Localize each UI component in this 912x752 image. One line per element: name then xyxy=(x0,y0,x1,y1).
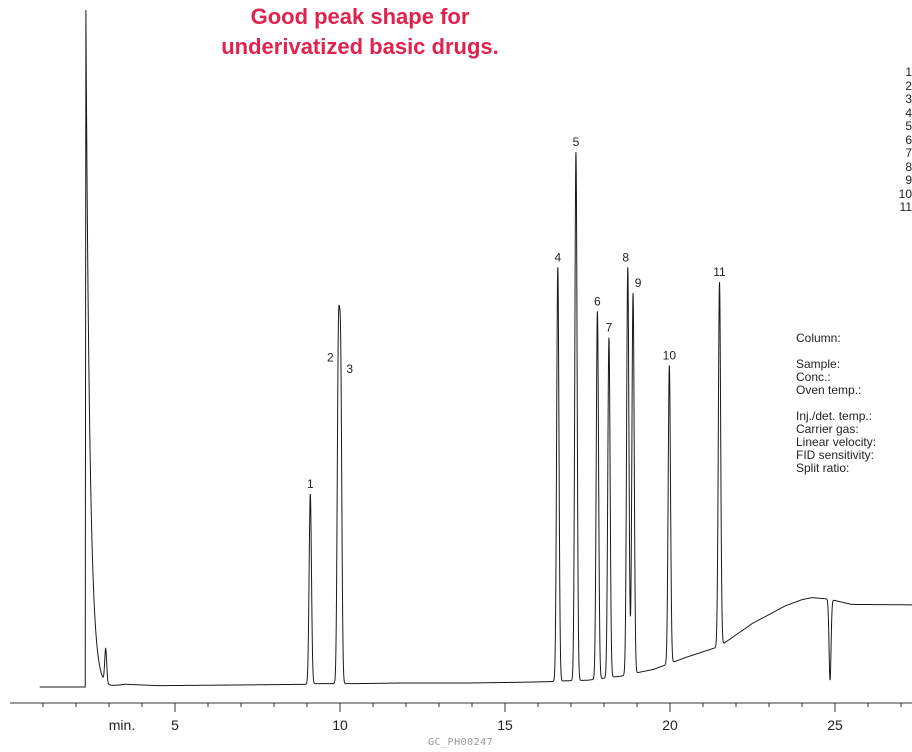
legend-number: 1 xyxy=(905,65,912,79)
legend-number: 11 xyxy=(899,200,912,214)
x-axis: 5 10 15 20 25 min. xyxy=(10,702,912,733)
compound-legend-numbers: 1 2 3 4 5 6 7 8 9 10 11 xyxy=(882,65,912,215)
condition-sample-label: Sample: xyxy=(796,357,841,371)
peak-label: 4 xyxy=(554,250,561,264)
legend-number: 8 xyxy=(905,159,912,174)
peak-label: 9 xyxy=(635,276,642,290)
condition-oven-temp-label: Oven temp.: xyxy=(796,383,862,397)
legend-number: 10 xyxy=(898,186,912,201)
condition-conc-label: Conc.: xyxy=(796,370,831,384)
legend-number: 4 xyxy=(905,105,912,120)
legend-number: 2 xyxy=(905,78,912,93)
condition-carrier-gas-label: Carrier gas: xyxy=(796,422,859,436)
legend-number: 3 xyxy=(905,92,912,106)
chromatogram-trace xyxy=(39,9,912,688)
chart-title-line-1: Good peak shape for xyxy=(250,4,470,29)
condition-fid-sensitivity-label: FID sensitivity: xyxy=(796,448,875,462)
x-tick-label: 10 xyxy=(332,717,348,733)
condition-linear-velocity-label: Linear velocity: xyxy=(796,435,877,449)
chart-title-line-2: underivatized basic drugs. xyxy=(221,34,499,59)
figure-code: GC_PH00247 xyxy=(428,737,494,748)
peak-label: 7 xyxy=(606,321,613,335)
condition-inj-det-temp-label: Inj./det. temp.: xyxy=(796,409,873,423)
analysis-conditions: Column: Sample: Conc.: Oven temp.: Inj./… xyxy=(796,332,876,475)
peak-label: 5 xyxy=(573,135,580,149)
peak-label: 11 xyxy=(713,265,726,279)
peak-label: 10 xyxy=(663,348,677,362)
legend-number: 9 xyxy=(905,173,912,187)
peak-label: 6 xyxy=(594,294,601,308)
peak-label: 2 xyxy=(327,350,334,364)
x-axis-label: min. xyxy=(109,717,135,733)
x-tick-label: 25 xyxy=(827,717,843,733)
condition-column-label: Column: xyxy=(796,331,841,345)
x-tick-label: 5 xyxy=(171,717,179,733)
legend-number: 6 xyxy=(905,132,912,147)
legend-number: 7 xyxy=(905,146,912,160)
peak-label: 3 xyxy=(346,362,353,376)
x-tick-label: 20 xyxy=(662,717,678,733)
legend-number: 5 xyxy=(905,119,912,133)
condition-split-ratio-label: Split ratio: xyxy=(796,461,850,475)
peak-label: 8 xyxy=(622,250,629,264)
chart-title: Good peak shape for underivatized basic … xyxy=(150,2,570,62)
peak-label: 1 xyxy=(307,477,314,491)
chromatogram-line xyxy=(39,9,912,688)
x-tick-label: 15 xyxy=(497,717,513,733)
